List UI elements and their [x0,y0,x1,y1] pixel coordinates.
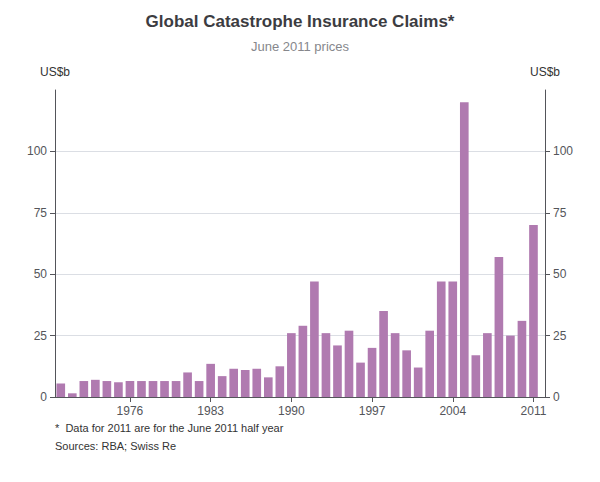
svg-text:50: 50 [34,267,48,281]
svg-text:* Data for 2011 are for the J: * Data for 2011 are for the June 2011 ha… [55,422,284,434]
svg-text:0: 0 [553,390,560,404]
svg-text:2004: 2004 [439,404,466,418]
svg-text:50: 50 [553,267,567,281]
svg-text:2011: 2011 [521,404,547,418]
svg-text:1976: 1976 [117,404,144,418]
svg-text:June 2011 prices: June 2011 prices [251,39,350,54]
svg-text:25: 25 [553,329,567,343]
svg-text:1983: 1983 [197,404,224,418]
svg-text:US$b: US$b [530,65,560,79]
svg-text:1997: 1997 [359,404,386,418]
svg-text:1990: 1990 [278,404,305,418]
svg-text:100: 100 [553,144,573,158]
svg-text:0: 0 [40,390,47,404]
svg-text:75: 75 [553,206,567,220]
svg-text:75: 75 [34,206,48,220]
svg-text:100: 100 [27,144,47,158]
svg-text:Sources: RBA; Swiss Re: Sources: RBA; Swiss Re [55,440,176,452]
svg-text:25: 25 [34,329,48,343]
svg-text:Global Catastrophe Insurance C: Global Catastrophe Insurance Claims* [146,12,455,31]
svg-text:US$b: US$b [40,65,70,79]
